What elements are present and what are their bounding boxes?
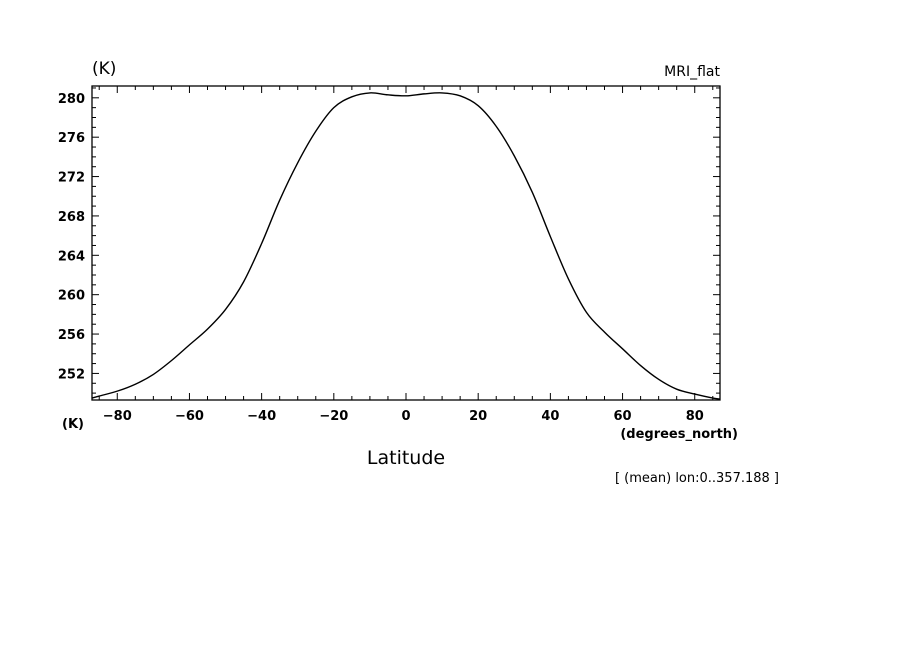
x-tick-label: −40 — [247, 409, 276, 424]
y-tick-label: 256 — [58, 328, 85, 343]
x-tick-label: −60 — [175, 409, 204, 424]
x-tick-label: −80 — [103, 409, 132, 424]
y-axis-unit-label: (K) — [92, 59, 116, 79]
x-tick-label: 80 — [686, 409, 704, 424]
y-tick-label: 276 — [58, 131, 85, 146]
y-tick-label: 272 — [58, 171, 85, 186]
chart-title: MRI_flat — [664, 64, 720, 80]
y-tick-label: 260 — [58, 289, 85, 304]
y-tick-labels: 252 256 260 264 268 272 276 280 — [58, 92, 85, 383]
x-tick-label: 0 — [401, 409, 410, 424]
tick-marks — [92, 86, 720, 400]
x-tick-label: 40 — [541, 409, 559, 424]
y-axis-unit-label-bottom: (K) — [62, 417, 84, 432]
series-line — [91, 92, 721, 400]
y-tick-label: 264 — [58, 249, 85, 264]
x-tick-labels: −80 −60 −40 −20 0 20 40 60 80 — [103, 409, 704, 424]
x-tick-label: 60 — [614, 409, 632, 424]
y-tick-label: 252 — [58, 367, 85, 382]
y-tick-label: 280 — [58, 92, 85, 107]
x-tick-label: 20 — [469, 409, 487, 424]
x-axis-title: Latitude — [367, 447, 445, 469]
x-axis-units-label: (degrees_north) — [620, 427, 738, 442]
y-tick-label: 268 — [58, 210, 85, 225]
x-tick-label: −20 — [319, 409, 348, 424]
chart-subtitle: [ (mean) lon:0..357.188 ] — [615, 471, 779, 486]
